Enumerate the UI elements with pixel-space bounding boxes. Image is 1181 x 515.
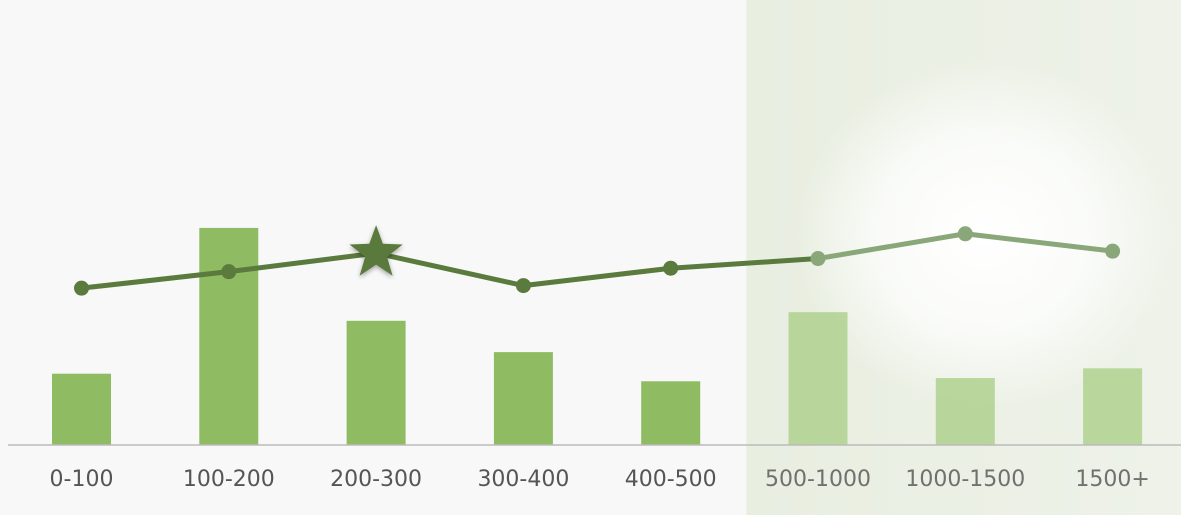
line-point-0-100 xyxy=(74,280,89,296)
bar-1500+ xyxy=(1083,368,1143,445)
line-point-1000-1500 xyxy=(957,226,973,242)
x-tick-label: 0-100 xyxy=(50,467,114,492)
line-segment-100-200 xyxy=(226,250,379,275)
x-tick-label: 1500+ xyxy=(1075,467,1149,492)
x-tick-label: 500-1000 xyxy=(765,467,871,492)
line-point-100-200 xyxy=(221,264,237,280)
line-segment-400-500 xyxy=(668,256,821,271)
line-segment-200-300 xyxy=(373,250,526,289)
line-point-500-1000 xyxy=(810,251,826,267)
line-segment-1000-1500 xyxy=(962,231,1116,254)
line-point-1500+ xyxy=(1105,243,1121,259)
line-point-300-400 xyxy=(515,278,531,294)
line-point-400-500 xyxy=(663,260,679,276)
x-tick-label: 100-200 xyxy=(183,467,275,492)
x-tick-label: 1000-1500 xyxy=(905,467,1025,492)
line-segment-500-1000 xyxy=(815,231,968,262)
line-segment-300-400 xyxy=(520,265,674,289)
bar-200-300 xyxy=(346,320,406,445)
bar-1000-1500 xyxy=(935,378,995,445)
x-tick-label: 400-500 xyxy=(625,467,717,492)
bar-500-1000 xyxy=(788,312,848,445)
bar-400-500 xyxy=(641,381,701,445)
bar-300-400 xyxy=(493,352,553,445)
x-tick-label: 200-300 xyxy=(330,467,422,492)
bar-0-100 xyxy=(52,373,111,445)
bar-100-200 xyxy=(199,227,259,445)
highlight-star-marker xyxy=(349,225,403,276)
x-tick-label: 300-400 xyxy=(477,467,569,492)
line-segment-0-100 xyxy=(79,269,232,291)
